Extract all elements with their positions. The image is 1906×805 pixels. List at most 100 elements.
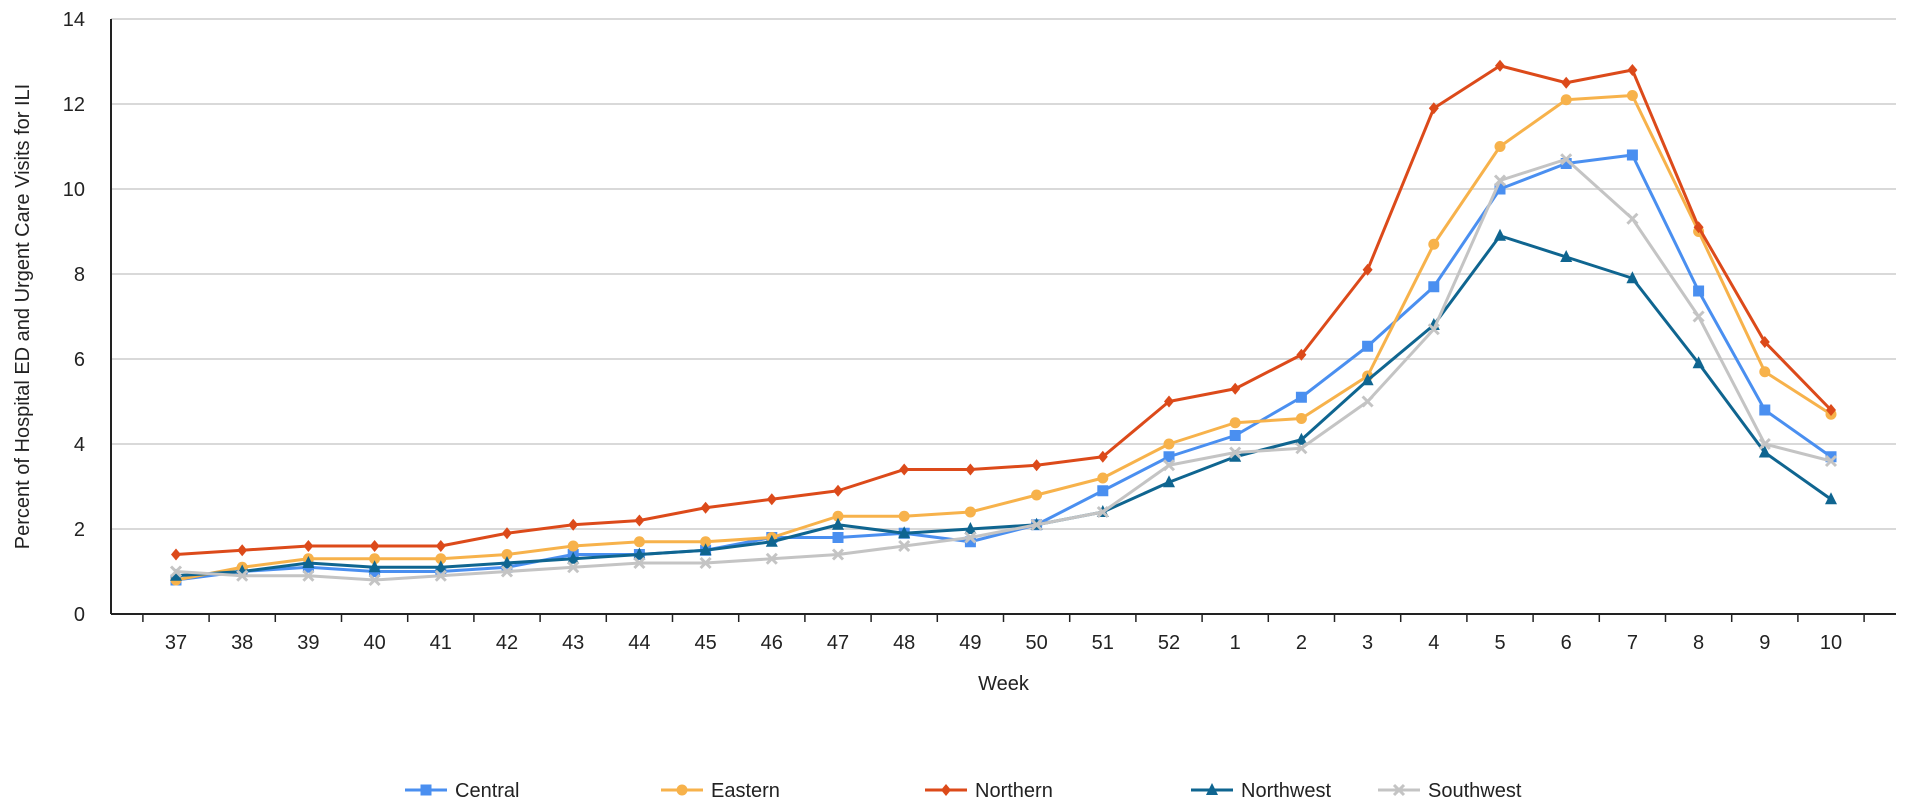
data-point-northwest bbox=[434, 560, 447, 573]
data-point-northern bbox=[369, 540, 380, 552]
data-point-eastern bbox=[700, 536, 712, 548]
legend-swatch-marker bbox=[676, 784, 688, 796]
data-point-central bbox=[1295, 391, 1307, 403]
data-point-northwest bbox=[1361, 373, 1374, 386]
x-tick-label: 9 bbox=[1759, 632, 1770, 654]
series-line-northern bbox=[175, 64, 1833, 556]
series-northern bbox=[171, 59, 1836, 561]
data-point-central bbox=[1163, 451, 1175, 463]
data-point-northern bbox=[1693, 221, 1704, 234]
data-point-southwest bbox=[964, 531, 977, 544]
data-point-eastern bbox=[1229, 417, 1241, 429]
data-point-northern bbox=[1495, 59, 1505, 72]
data-point-eastern bbox=[1494, 141, 1506, 152]
data-point-eastern bbox=[1560, 94, 1572, 106]
x-tick-label: 43 bbox=[562, 632, 584, 654]
x-tick-label: 1 bbox=[1230, 632, 1241, 654]
x-tick-label: 7 bbox=[1627, 632, 1638, 654]
data-point-northwest bbox=[1758, 445, 1771, 458]
x-tick-label: 52 bbox=[1158, 632, 1180, 654]
data-point-northern bbox=[766, 493, 777, 506]
data-point-eastern bbox=[1163, 438, 1175, 450]
data-point-northwest bbox=[170, 568, 182, 581]
data-point-northern bbox=[568, 518, 579, 531]
x-tick-label: 5 bbox=[1494, 632, 1505, 654]
data-point-central bbox=[964, 536, 976, 548]
data-point-northern bbox=[1164, 395, 1174, 408]
legend-label: Northern bbox=[975, 780, 1053, 802]
data-point-southwest bbox=[765, 552, 778, 565]
data-point-northern bbox=[634, 514, 645, 527]
data-point-eastern bbox=[832, 510, 844, 522]
data-point-eastern bbox=[964, 506, 976, 518]
x-tick-label: 40 bbox=[363, 632, 385, 654]
data-point-northern bbox=[1759, 336, 1770, 348]
data-point-central bbox=[1229, 430, 1241, 441]
x-tick-label: 48 bbox=[893, 632, 915, 654]
data-point-southwest bbox=[1030, 518, 1043, 531]
y-tick-label: 2 bbox=[74, 519, 85, 541]
data-point-eastern bbox=[1295, 413, 1307, 424]
y-tick-label: 10 bbox=[63, 179, 85, 201]
data-point-northwest bbox=[368, 560, 381, 573]
legend-swatch-marker bbox=[420, 784, 432, 796]
data-point-southwest bbox=[1427, 323, 1440, 336]
x-tick-label: 38 bbox=[231, 632, 253, 654]
x-tick-label: 6 bbox=[1561, 632, 1572, 654]
x-tick-label: 42 bbox=[496, 632, 518, 654]
data-point-eastern bbox=[1428, 238, 1440, 250]
legend-label: Eastern bbox=[711, 780, 780, 802]
x-tick-label: 44 bbox=[628, 632, 650, 654]
legend-swatch-marker bbox=[1392, 783, 1406, 797]
data-point-northwest bbox=[765, 534, 778, 547]
data-point-central bbox=[1626, 149, 1638, 161]
data-point-eastern bbox=[501, 549, 513, 560]
data-point-central bbox=[1560, 158, 1572, 169]
data-point-eastern bbox=[1759, 366, 1771, 378]
data-point-southwest bbox=[1692, 310, 1705, 323]
x-tick-label: 41 bbox=[430, 632, 452, 654]
y-tick-label: 0 bbox=[74, 604, 85, 626]
legend-label: Central bbox=[455, 780, 519, 802]
legend-item-northwest: Northwest bbox=[1191, 780, 1331, 802]
y-tick-label: 8 bbox=[74, 264, 85, 286]
data-point-southwest bbox=[500, 565, 514, 578]
data-point-central bbox=[832, 532, 844, 543]
x-tick-label: 8 bbox=[1693, 632, 1704, 654]
data-point-northern bbox=[965, 463, 976, 476]
data-point-northern bbox=[1561, 76, 1572, 89]
data-point-northern bbox=[1362, 263, 1373, 276]
legend-item-northern: Northern bbox=[925, 780, 1053, 802]
data-point-northern bbox=[237, 544, 248, 557]
x-tick-label: 3 bbox=[1362, 632, 1373, 654]
data-point-central bbox=[1693, 285, 1705, 297]
series-line-central bbox=[175, 153, 1832, 582]
data-point-northern bbox=[1097, 450, 1108, 463]
x-tick-label: 45 bbox=[694, 632, 716, 654]
data-point-northern bbox=[502, 527, 512, 540]
series-line-northwest bbox=[175, 234, 1832, 578]
series-eastern bbox=[170, 90, 1837, 586]
data-point-southwest bbox=[1229, 446, 1242, 459]
data-point-southwest bbox=[633, 556, 646, 570]
x-tick-label: 2 bbox=[1296, 632, 1307, 654]
data-point-northwest bbox=[832, 517, 844, 530]
data-point-southwest bbox=[831, 548, 845, 561]
data-point-southwest bbox=[302, 569, 315, 582]
data-point-northern bbox=[1296, 348, 1307, 361]
series-layer bbox=[169, 59, 1838, 587]
data-point-southwest bbox=[898, 539, 911, 553]
x-tick-label: 51 bbox=[1092, 632, 1114, 654]
data-point-northern bbox=[833, 484, 843, 497]
data-point-southwest bbox=[1560, 153, 1573, 166]
data-point-northern bbox=[1627, 64, 1638, 76]
data-point-northwest bbox=[898, 526, 911, 539]
series-line-southwest bbox=[175, 157, 1832, 582]
data-point-southwest bbox=[1626, 212, 1639, 225]
y-tick-label: 6 bbox=[74, 349, 85, 371]
x-tick-label: 10 bbox=[1820, 632, 1842, 654]
y-axis-title: Percent of Hospital ED and Urgent Care V… bbox=[12, 84, 34, 549]
data-point-northwest bbox=[1560, 250, 1573, 262]
data-point-southwest bbox=[434, 569, 447, 582]
